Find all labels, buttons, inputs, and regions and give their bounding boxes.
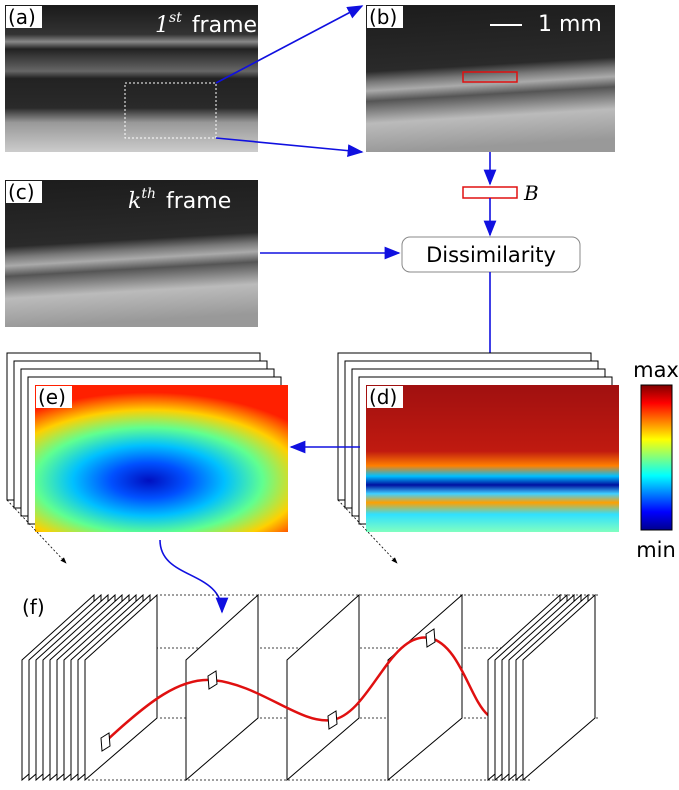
colorbar-min: min	[636, 538, 676, 562]
arrow	[160, 540, 222, 612]
panel-label: (f)	[22, 595, 45, 619]
panel-label: (b)	[369, 5, 397, 29]
scale-text: 1 mm	[538, 12, 602, 37]
title-sup: st	[169, 10, 182, 26]
panel-label: (d)	[369, 385, 397, 409]
colorbar-max: max	[633, 358, 679, 382]
title-base: k	[128, 189, 141, 214]
figure: (a) 1stframe 1 mm (b) B (c) kthframe Dis…	[0, 0, 679, 790]
panel-label: (a)	[8, 5, 36, 29]
block-label: B	[523, 181, 539, 205]
node-text: Dissimilarity	[426, 243, 556, 267]
title-sup: th	[141, 186, 156, 202]
panel-label: (e)	[38, 385, 66, 409]
colorbar	[641, 385, 672, 530]
block	[463, 187, 517, 198]
title-rest: frame	[192, 13, 257, 38]
title-base: 1	[155, 13, 169, 38]
volume	[22, 595, 600, 780]
title-rest: frame	[166, 189, 231, 214]
panel-label: (c)	[8, 180, 35, 204]
